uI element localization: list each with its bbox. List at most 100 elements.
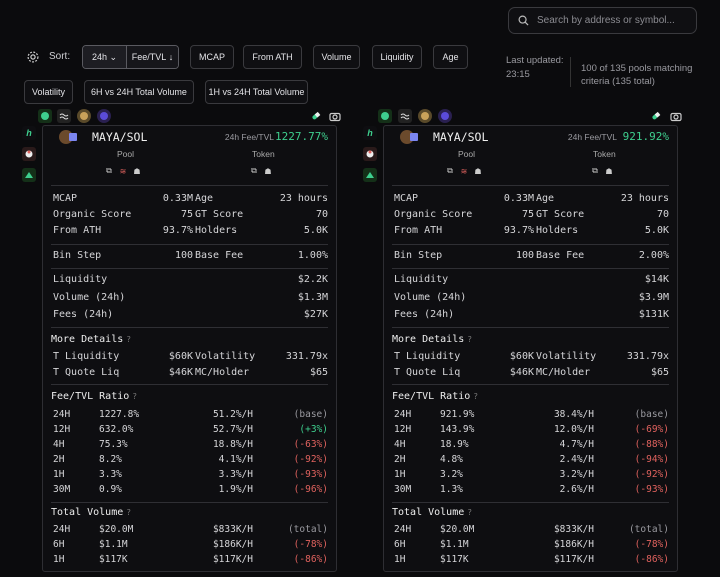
sort-label: Sort:: [49, 51, 71, 62]
sort-key-button[interactable]: Fee/TVL ↓: [127, 46, 178, 68]
copy-icon[interactable]: ⧉: [447, 166, 453, 175]
stat-label: Volatility: [536, 351, 597, 362]
wave-icon[interactable]: [398, 109, 412, 123]
frog-icon[interactable]: [378, 109, 392, 123]
divider: [392, 502, 669, 503]
timeframe-cell: 30M: [53, 484, 71, 495]
pair-name[interactable]: MAYA/SOL: [433, 130, 489, 144]
stat-label: Fees (24h): [394, 309, 455, 320]
stat-label: From ATH: [53, 225, 102, 236]
camera-icon[interactable]: [328, 109, 342, 123]
stat-row: Fees (24h) $131K: [392, 309, 669, 323]
per-hour-cell: 51.2%/H: [212, 409, 253, 420]
sort-1h-vs-24h-button[interactable]: 1H vs 24H Total Volume: [205, 80, 308, 104]
bug-icon[interactable]: [363, 168, 377, 182]
timeframe-dropdown[interactable]: 24h ⌄: [83, 46, 127, 68]
help-icon[interactable]: ?: [473, 392, 479, 401]
value-cell: $20.0M: [99, 524, 134, 535]
stat-row: Volume (24h) $3.9M: [392, 292, 669, 306]
more-details-title[interactable]: More Details?: [51, 334, 132, 345]
skull-icon[interactable]: ☗: [605, 166, 613, 176]
help-icon[interactable]: ?: [467, 335, 473, 344]
per-hour-cell: 12.0%/H: [553, 424, 594, 435]
sort-liquidity-button[interactable]: Liquidity: [372, 45, 422, 69]
change-cell: (-69%): [634, 424, 669, 435]
copy-icon[interactable]: ⧉: [592, 166, 598, 175]
table-row: 30M 0.9% 1.9%/H (-96%): [51, 484, 328, 498]
table-row: 24H $20.0M $833K/H (total): [51, 524, 328, 538]
skull-icon[interactable]: ☗: [133, 166, 141, 176]
change-cell: (-92%): [293, 454, 328, 465]
stat-label: T Quote Liq: [53, 367, 120, 378]
coin-icon[interactable]: [418, 109, 432, 123]
skull-icon[interactable]: ☗: [264, 166, 272, 176]
help-icon[interactable]: ?: [132, 392, 138, 401]
help-icon[interactable]: ?: [126, 335, 132, 344]
galaxy-icon[interactable]: [97, 109, 111, 123]
stat-label: Holders: [536, 225, 579, 236]
table-row: 4H 18.9% 4.7%/H (-88%): [392, 439, 669, 453]
sort-volatility-button[interactable]: Volatility: [24, 80, 73, 104]
sort-6h-vs-24h-button[interactable]: 6H vs 24H Total Volume: [84, 80, 194, 104]
chart-icon[interactable]: ≋: [460, 166, 468, 176]
stat-value: 2.00%: [638, 250, 669, 261]
fee-tvl-title: Fee/TVL Ratio?: [392, 391, 479, 402]
per-hour-cell: 2.6%/H: [559, 484, 594, 495]
camera-icon[interactable]: [669, 109, 683, 123]
stat-row: MCAP 0.33M Age 23 hours: [51, 193, 328, 207]
table-row: 4H 75.3% 18.8%/H (-63%): [51, 439, 328, 453]
value-cell: 8.2%: [99, 454, 122, 465]
stat-label: T Quote Liq: [394, 367, 461, 378]
help-icon[interactable]: ?: [126, 508, 132, 517]
hawk-icon[interactable]: h: [363, 126, 377, 140]
bug-icon[interactable]: [22, 168, 36, 182]
stat-label: From ATH: [394, 225, 443, 236]
sort-from-ath-button[interactable]: From ATH: [243, 45, 302, 69]
stat-label: MC/Holder: [195, 367, 250, 378]
galaxy-icon[interactable]: [438, 109, 452, 123]
coin-icon[interactable]: [77, 109, 91, 123]
search-input[interactable]: [537, 15, 687, 26]
change-cell: (-93%): [293, 469, 328, 480]
stat-label: GT Score: [195, 209, 244, 220]
sort-mcap-button[interactable]: MCAP: [190, 45, 234, 69]
pool-card[interactable]: MAYA/SOL 24h Fee/TVL 921.92% Pool Token ⧉ ≋ ☗ ⧉ ☗…: [383, 125, 678, 572]
stat-value: $3.9M: [638, 292, 669, 303]
value-cell: $117K: [440, 554, 469, 565]
copy-icon[interactable]: ⧉: [106, 166, 112, 175]
per-hour-cell: $833K/H: [553, 524, 594, 535]
change-cell: (-96%): [293, 484, 328, 495]
frog-icon[interactable]: [38, 109, 52, 123]
value-cell: 1.3%: [440, 484, 463, 495]
stat-label: MCAP: [394, 193, 419, 204]
more-details-title[interactable]: More Details?: [392, 334, 473, 345]
search-icon: [518, 15, 529, 26]
pair-name[interactable]: MAYA/SOL: [92, 130, 148, 144]
gear-icon[interactable]: [26, 50, 40, 64]
chicken-icon[interactable]: [363, 147, 377, 161]
per-hour-cell: $117K/H: [212, 554, 253, 565]
hawk-icon[interactable]: h: [22, 126, 36, 140]
search-box[interactable]: [508, 7, 697, 34]
divider: [51, 502, 328, 503]
stat-label: Liquidity: [53, 274, 108, 285]
wave-icon[interactable]: [57, 109, 71, 123]
stat-row: From ATH 93.7% Holders 5.0K: [51, 225, 328, 239]
pool-card[interactable]: MAYA/SOL 24h Fee/TVL 1227.77% Pool Token ⧉ ≋ ☗ ⧉…: [42, 125, 337, 572]
divider: [570, 57, 571, 87]
sort-volume-button[interactable]: Volume: [313, 45, 360, 69]
chart-icon[interactable]: ≋: [119, 166, 127, 176]
chicken-icon[interactable]: [22, 147, 36, 161]
change-cell: (total): [628, 524, 669, 535]
help-icon[interactable]: ?: [467, 508, 473, 517]
pill-icon[interactable]: [309, 109, 323, 123]
copy-icon[interactable]: ⧉: [251, 166, 257, 175]
pill-icon[interactable]: [649, 109, 663, 123]
divider: [51, 268, 328, 269]
quote-avatar: [69, 133, 77, 141]
skull-icon[interactable]: ☗: [474, 166, 482, 176]
stat-value: 23 hours: [620, 193, 669, 204]
sort-age-button[interactable]: Age: [433, 45, 468, 69]
per-hour-cell: 52.7%/H: [212, 424, 253, 435]
value-cell: 3.3%: [99, 469, 122, 480]
